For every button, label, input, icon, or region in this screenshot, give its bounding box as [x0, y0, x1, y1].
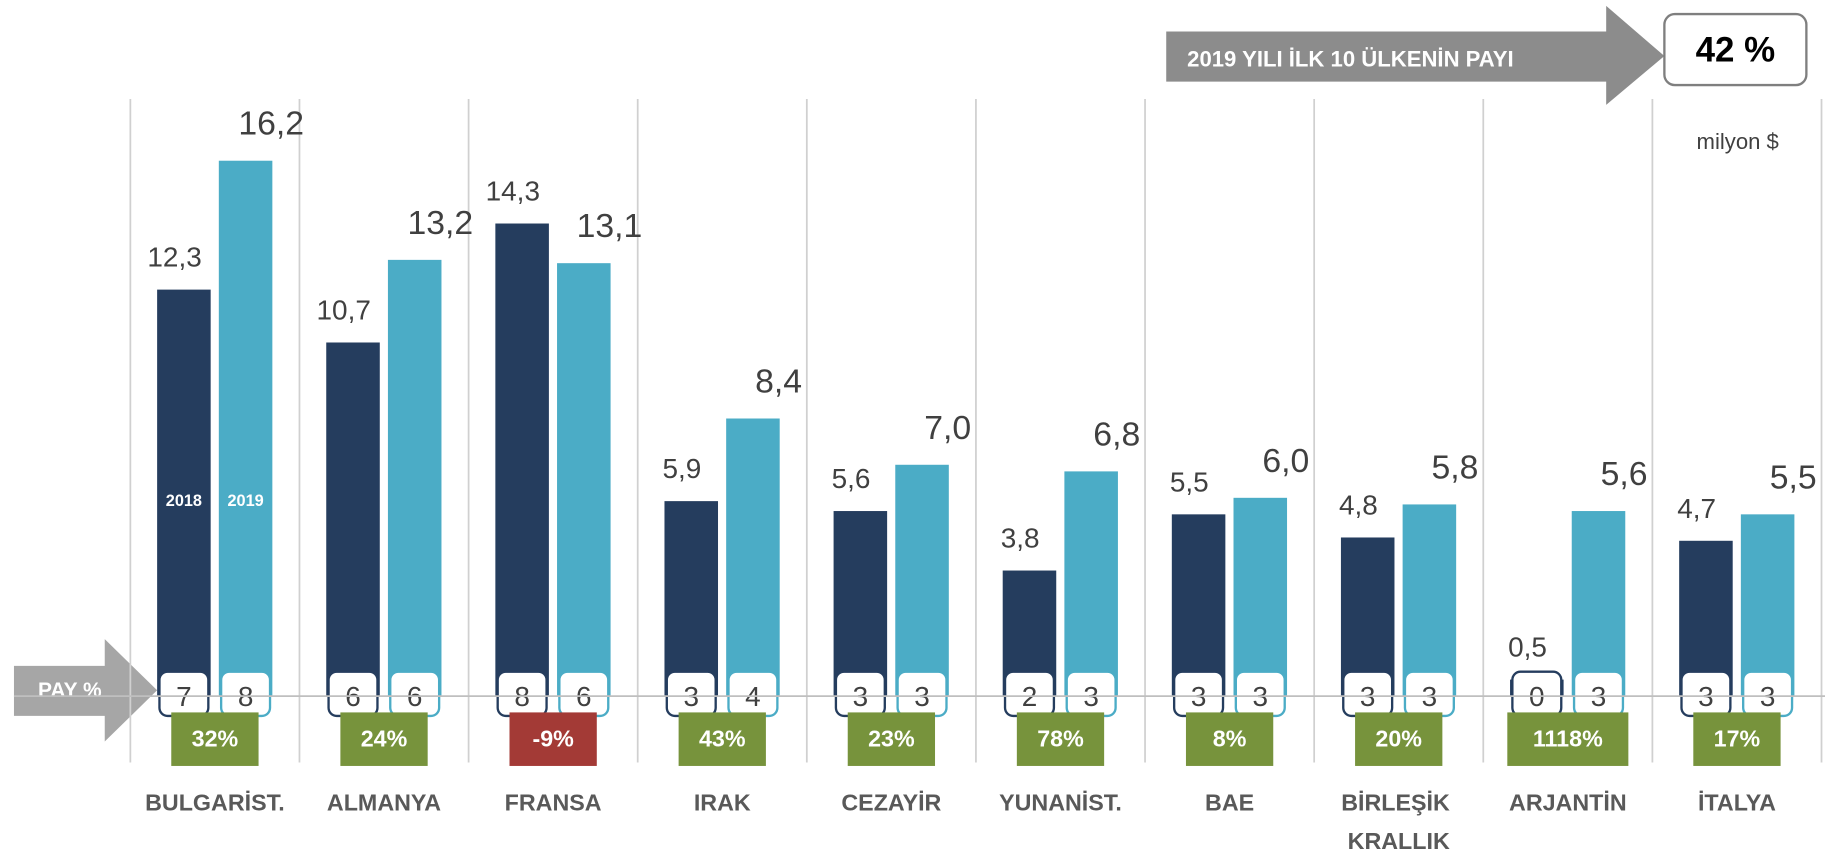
change-label: 78% [1037, 725, 1084, 751]
change-box [340, 712, 428, 766]
bar [1171, 514, 1226, 697]
share-label: PAY % [38, 679, 102, 702]
bar [895, 464, 949, 697]
chart-title: 2019 YILI İLK 10 ÜLKENİN PAYI [1187, 46, 1513, 71]
bar [664, 501, 719, 697]
x-tick-label: FRANSA [505, 789, 602, 815]
value-label: 5,6 [1601, 455, 1648, 493]
change-box [509, 712, 597, 766]
change-box [847, 712, 936, 766]
value-label: 12,3 [147, 242, 201, 273]
bar [1402, 504, 1457, 697]
change-box [1507, 712, 1629, 766]
change-label: 17% [1714, 725, 1761, 751]
value-label: 13,1 [577, 207, 643, 245]
bar [495, 223, 549, 697]
change-box [1185, 712, 1274, 766]
value-label: 13,2 [407, 204, 473, 242]
x-tick-label-line: BİRLEŞİK [1341, 789, 1456, 815]
change-box [1693, 712, 1781, 766]
value-label: 8,4 [755, 363, 802, 401]
bar [1740, 514, 1795, 697]
bar [1340, 537, 1395, 697]
value-label: 0,5 [1508, 632, 1547, 663]
bar [726, 418, 780, 697]
bar [157, 289, 211, 697]
change-label: 32% [192, 725, 239, 751]
change-label: -9% [532, 725, 574, 751]
bar [218, 160, 273, 697]
total-box [1663, 12, 1808, 87]
value-label: 14,3 [486, 176, 540, 207]
value-label: 6,0 [1262, 442, 1309, 480]
change-label: 43% [699, 725, 746, 751]
legend-label: 2019 [227, 492, 263, 510]
value-label: 5,9 [663, 453, 702, 484]
x-tick-label: YUNANİST. [999, 789, 1122, 815]
bar [833, 511, 888, 697]
value-label: 5,8 [1432, 448, 1479, 486]
x-tick-label-line: KRALLIK [1348, 828, 1450, 854]
bar [1571, 511, 1626, 697]
value-label: 5,5 [1770, 458, 1817, 496]
change-label: 8% [1213, 725, 1247, 751]
share-arrow [13, 639, 158, 742]
title-arrow [1166, 5, 1665, 105]
change-label: 20% [1375, 725, 1422, 751]
value-label: 5,6 [832, 463, 871, 494]
change-label: 23% [868, 725, 915, 751]
bar [326, 342, 380, 697]
x-tick-label: ARJANTİN [1509, 789, 1627, 815]
value-label: 4,7 [1677, 493, 1716, 524]
bar [387, 259, 442, 697]
change-label: 24% [361, 725, 408, 751]
x-tick-label: BULGARİST. [145, 789, 285, 815]
value-label: 3,8 [1001, 523, 1040, 554]
change-box [171, 712, 259, 766]
x-tick-label: CEZAYİR [841, 789, 941, 815]
change-box [1016, 712, 1105, 766]
legend-label: 2018 [166, 492, 202, 510]
x-tick-label: ALMANYA [327, 789, 441, 815]
x-tick-label: IRAK [694, 789, 751, 815]
value-label: 7,0 [924, 409, 971, 447]
x-tick-label: BİRLEŞİK KRALLIK [1341, 789, 1456, 853]
total-share: 42 % [1696, 31, 1776, 70]
change-box [1355, 712, 1443, 766]
unit-label: milyon $ [1697, 129, 1779, 154]
value-label: 5,5 [1170, 466, 1209, 497]
bar [1679, 540, 1733, 697]
change-box [678, 712, 766, 766]
value-label: 4,8 [1339, 490, 1378, 521]
bar [557, 263, 611, 697]
bar [1233, 497, 1288, 697]
bar [1064, 471, 1118, 697]
value-label: 10,7 [317, 295, 371, 326]
x-tick-label: İTALYA [1698, 789, 1776, 815]
value-label: 6,8 [1093, 415, 1140, 453]
x-tick-label: BAE [1205, 789, 1254, 815]
value-label: 16,2 [238, 105, 304, 143]
change-label: 1118% [1533, 725, 1603, 751]
